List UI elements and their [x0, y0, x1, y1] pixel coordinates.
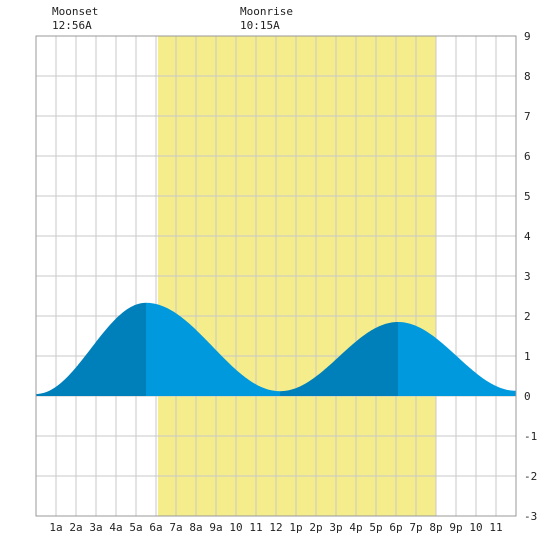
- y-tick-label: 6: [524, 150, 531, 163]
- moonset-time: 12:56A: [52, 19, 92, 32]
- x-tick-label: 9p: [449, 521, 462, 534]
- x-tick-label: 11: [249, 521, 262, 534]
- x-tick-label: 3a: [89, 521, 102, 534]
- moonset-label: Moonset: [52, 5, 98, 18]
- rising-tide-area: [36, 302, 146, 396]
- x-tick-label: 4p: [349, 521, 362, 534]
- y-tick-label: 3: [524, 270, 531, 283]
- x-tick-label: 10: [469, 521, 482, 534]
- y-tick-label: 8: [524, 70, 531, 83]
- x-tick-label: 10: [229, 521, 242, 534]
- tide-area-series: [36, 302, 516, 396]
- x-tick-label: 11: [489, 521, 502, 534]
- falling-tide-area: [146, 302, 280, 396]
- y-tick-label: -2: [524, 470, 537, 483]
- falling-tide-area: [398, 322, 516, 396]
- x-tick-label: 5p: [369, 521, 382, 534]
- x-tick-label: 12: [269, 521, 282, 534]
- moonrise-label: Moonrise: [240, 5, 293, 18]
- y-tick-label: 7: [524, 110, 531, 123]
- y-tick-label: 2: [524, 310, 531, 323]
- x-tick-label: 1a: [49, 521, 62, 534]
- x-tick-label: 5a: [129, 521, 142, 534]
- y-tick-label: 1: [524, 350, 531, 363]
- y-tick-label: 0: [524, 390, 531, 403]
- moonrise-time: 10:15A: [240, 19, 280, 32]
- x-tick-label: 4a: [109, 521, 122, 534]
- x-tick-label: 9a: [209, 521, 222, 534]
- x-axis-tick-labels: 1a 2a 3a 4a 5a 6a 7a 8a 9a 10 11 12 1p 2p 3p 4p 5p 6p 7p 8p…: [49, 521, 502, 534]
- x-tick-label: 6p: [389, 521, 402, 534]
- y-tick-label: 9: [524, 30, 531, 43]
- x-tick-label: 2p: [309, 521, 322, 534]
- rising-tide-area: [280, 322, 398, 396]
- y-tick-label: 5: [524, 190, 531, 203]
- x-tick-label: 7a: [169, 521, 182, 534]
- x-tick-label: 7p: [409, 521, 422, 534]
- x-tick-label: 8p: [429, 521, 442, 534]
- y-tick-label: -1: [524, 430, 537, 443]
- x-tick-label: 1p: [289, 521, 302, 534]
- plot-border: [35, 35, 517, 517]
- x-tick-label: 3p: [329, 521, 342, 534]
- x-tick-label: 6a: [149, 521, 162, 534]
- horizontal-gridlines: [36, 75, 516, 477]
- x-tick-label: 8a: [189, 521, 202, 534]
- y-axis-tick-labels: -3 -2 -1 0 1 2 3 4 5 6 7 8 9: [524, 30, 537, 523]
- x-tick-label: 2a: [69, 521, 82, 534]
- y-tick-label: 4: [524, 230, 531, 243]
- y-tick-label: -3: [524, 510, 537, 523]
